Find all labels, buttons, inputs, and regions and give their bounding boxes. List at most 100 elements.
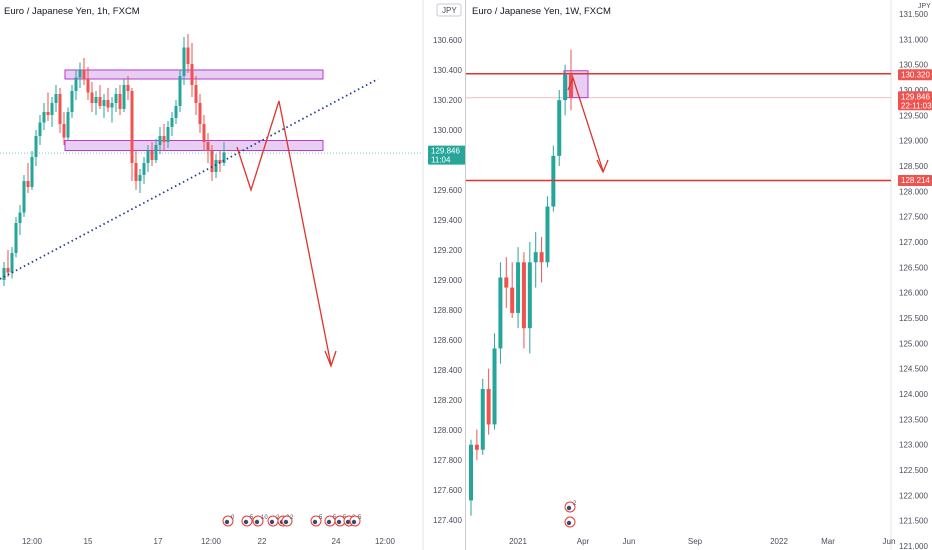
right-chart-title: Euro / Japanese Yen, 1W, FXCM <box>472 6 611 17</box>
right-y-tick-label: 122.500 <box>899 466 928 475</box>
left-candle <box>166 121 170 148</box>
left-candle-body <box>90 92 94 103</box>
left-candle-body <box>62 124 66 138</box>
left-projection-arrow[interactable] <box>236 100 332 366</box>
left-event-marker[interactable]: 0 <box>222 515 235 527</box>
left-candle <box>74 70 78 100</box>
right-y-tick-label: 129.500 <box>899 111 928 120</box>
left-support-zone[interactable] <box>64 140 324 151</box>
left-resistance-zone[interactable] <box>64 69 324 80</box>
left-y-tick-label: 128.000 <box>433 426 462 435</box>
right-level-badge-upper-text: 130.320 <box>901 70 930 79</box>
left-candle-body <box>162 136 166 142</box>
right-resistance-zone[interactable] <box>563 70 589 99</box>
left-candle <box>62 112 66 145</box>
left-candle-body <box>106 100 110 108</box>
right-candle-body <box>510 287 515 313</box>
right-candle <box>492 333 497 430</box>
left-y-tick-label: 130.600 <box>433 36 462 45</box>
left-event-marker[interactable]: 5 <box>310 515 323 527</box>
right-event-marker-count: 2 <box>573 501 577 507</box>
left-candle <box>138 169 142 193</box>
left-candle <box>118 85 122 115</box>
right-y-tick-label: 131.500 <box>899 10 928 19</box>
left-candle-body <box>198 103 202 124</box>
left-event-marker-count: 2 <box>290 515 294 521</box>
right-candle <box>551 145 556 212</box>
left-price-axis[interactable] <box>423 0 466 550</box>
left-event-marker-dot <box>326 519 332 525</box>
left-candle <box>182 37 186 85</box>
left-currency-button[interactable] <box>436 3 462 17</box>
right-candle-body <box>474 444 479 450</box>
left-price-badge-bg <box>428 145 466 165</box>
right-y-tick-label: 126.000 <box>899 289 928 298</box>
right-level-badge-lower: 128.214 <box>898 175 932 187</box>
right-candle <box>510 262 515 319</box>
left-price-badge-text: 11:04 <box>431 156 451 165</box>
left-event-marker-dot <box>243 519 249 525</box>
left-candle-body <box>158 136 162 145</box>
left-event-marker-count: 0 <box>231 515 235 521</box>
left-event-marker-dot <box>269 519 275 525</box>
left-candle-body <box>182 47 186 76</box>
left-event-marker[interactable]: 10 <box>252 515 268 527</box>
panel-divider[interactable] <box>465 0 466 550</box>
right-candle <box>480 378 485 455</box>
left-y-tick-label: 129.600 <box>433 186 462 195</box>
right-level-badge-upper-bg <box>898 69 932 81</box>
left-chart-panel[interactable]: Euro / Japanese Yen, 1h, FXCM JPY 130.600… <box>0 0 466 550</box>
right-candle-body <box>563 74 568 101</box>
right-candle <box>545 196 550 268</box>
right-candle-body <box>469 444 473 501</box>
left-event-marker[interactable]: 2 <box>281 515 294 527</box>
left-candle-body <box>34 136 38 157</box>
left-chart-canvas[interactable]: JPY130.600130.400130.200130.000129.80012… <box>0 0 466 550</box>
left-candle-body <box>134 163 138 181</box>
left-candle-body <box>154 145 158 160</box>
right-projection-arrowhead <box>596 159 609 174</box>
left-candle-body <box>18 212 22 223</box>
right-y-tick-label: 128.000 <box>899 187 928 196</box>
left-candle-body <box>194 85 198 103</box>
left-y-tick-label: 128.400 <box>433 366 462 375</box>
right-y-tick-label: 125.000 <box>899 339 928 348</box>
right-candle <box>504 257 509 308</box>
right-chart-panel[interactable]: Euro / Japanese Yen, 1W, FXCM JPY 131.500… <box>466 0 932 550</box>
right-candle <box>533 231 538 288</box>
left-candle-body <box>186 47 190 64</box>
left-x-tick-label: 12:00 <box>375 537 396 546</box>
right-candle-body <box>486 388 491 425</box>
right-event-marker[interactable] <box>564 516 576 528</box>
left-event-marker[interactable]: 5 <box>324 515 337 527</box>
right-candle <box>521 252 526 349</box>
left-event-marker-dot <box>224 519 230 525</box>
left-candle <box>130 88 134 181</box>
left-candle-body <box>146 151 150 163</box>
left-candle <box>162 124 166 151</box>
left-trendline[interactable] <box>0 78 379 280</box>
left-candle-body <box>50 103 54 115</box>
right-event-marker[interactable]: 2 <box>564 501 577 513</box>
left-x-tick-label: 15 <box>84 537 93 546</box>
right-level-badge-upper: 130.320 <box>898 69 932 81</box>
left-candle <box>154 139 158 163</box>
left-candle <box>6 250 10 277</box>
right-projection-arrow[interactable] <box>567 76 604 172</box>
right-chart-canvas[interactable]: JPY131.500131.000130.500130.000129.50012… <box>466 0 932 550</box>
left-event-marker[interactable]: 5 <box>349 515 362 527</box>
left-candle-body <box>166 127 170 142</box>
left-y-tick-label: 127.600 <box>433 486 462 495</box>
right-candle <box>516 247 521 329</box>
left-event-marker-dot <box>345 519 351 525</box>
left-candle-body <box>178 76 182 106</box>
left-candle <box>214 154 218 178</box>
left-candle <box>178 70 182 112</box>
left-currency-tag: JPY <box>442 6 457 15</box>
left-y-tick-label: 128.600 <box>433 336 462 345</box>
left-candle <box>10 247 14 279</box>
left-event-marker[interactable]: 5 <box>241 515 254 527</box>
left-candle <box>102 94 106 118</box>
right-y-tick-label: 123.500 <box>899 415 928 424</box>
